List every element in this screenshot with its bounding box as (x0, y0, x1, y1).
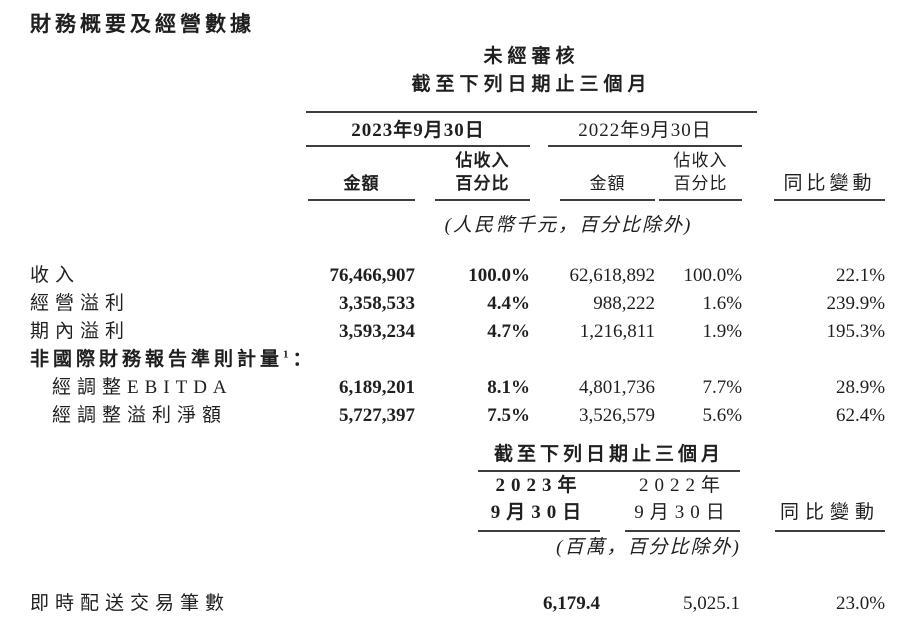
unit-note-row: (人民幣千元，百分比除外) (30, 201, 885, 239)
row-label: 即時配送交易筆數 (30, 593, 231, 614)
col-header-yoy: 同比變動 (742, 147, 886, 201)
amount-2023-cell: 76,466,907 (329, 265, 416, 286)
row-label: 經調整EBITDA (52, 377, 233, 398)
amount-2022-cell: 1,216,811 (579, 321, 655, 342)
row-label: 收入 (30, 265, 81, 286)
table-row-operating-profit: 經營溢利 3,358,533 4.4% 988,222 1.6% 239.9% (30, 289, 885, 317)
table-row-adjusted-ebitda: 經調整EBITDA 6,189,201 8.1% 4,801,736 7.7% … (30, 373, 885, 401)
col-header-amount-2022: 金額 (530, 147, 655, 201)
unaudited-label: 未經審核 (483, 46, 580, 67)
date-2023-cell: 2023年 9月30日 (430, 472, 600, 532)
table-row-non-ifrs-section: 非國際財務報告準則計量1： (30, 345, 885, 373)
yoy-cell: 239.9% (826, 293, 886, 314)
table-row-adjusted-net-profit: 經調整溢利淨額 5,727,397 7.5% 3,526,579 5.6% 62… (30, 401, 885, 429)
period-header-row: 截至下列日期止三個月 (30, 442, 885, 472)
value-2022-cell: 5,025.1 (683, 593, 741, 614)
amount-2023-cell: 3,593,234 (339, 321, 415, 342)
date-2022-label: 2022年9月30日 (548, 121, 743, 147)
amount-2023-cell: 6,189,201 (339, 377, 415, 398)
col-header-yoy: 同比變動 (740, 472, 886, 532)
unaudited-period-header-row: 未經審核 截至下列日期止三個月 (30, 42, 885, 113)
pct-2023-cell: 8.1% (487, 377, 530, 398)
col-header-pct-2022: 佔收入 百分比 (655, 147, 743, 201)
table-row-profit-for-period: 期內溢利 3,593,234 4.7% 1,216,811 1.9% 195.3… (30, 317, 885, 345)
unit-note-row: (百萬，百分比除外) (30, 532, 885, 563)
period-label: 截至下列日期止三個月 (478, 444, 741, 472)
pct-2022-cell: 7.7% (702, 377, 743, 398)
section-header: 非國際財務報告準則計量1： (30, 348, 316, 370)
date-header-row: 2023年 9月30日 2022年 9月30日 同比變動 (30, 472, 886, 532)
amount-2023-cell: 5,727,397 (339, 405, 415, 426)
column-header-row: 金額 佔收入 百分比 金額 佔收入 百分比 同比變動 (30, 147, 886, 201)
value-2023-cell: 6,179.4 (543, 593, 600, 614)
page-title: 財務概要及經營數據 (30, 12, 255, 36)
pct-2023-cell: 100.0% (468, 265, 530, 286)
financial-summary-table: 未經審核 截至下列日期止三個月 2023年9月30日 2022年9月30日 金額 (30, 42, 886, 429)
yoy-cell: 23.0% (835, 593, 886, 614)
amount-2023-cell: 3,358,533 (339, 293, 415, 314)
amount-2022-cell: 4,801,736 (579, 377, 655, 398)
pct-2023-cell: 7.5% (487, 405, 530, 426)
pct-2023-cell: 4.4% (487, 293, 530, 314)
pct-2022-cell: 1.6% (702, 293, 743, 314)
pct-2023-cell: 4.7% (487, 321, 530, 342)
pct-2022-cell: 1.9% (702, 321, 743, 342)
unit-note: (百萬，百分比除外) (556, 537, 741, 558)
date-2023-label: 2023年9月30日 (306, 121, 530, 147)
pct-2022-cell: 100.0% (683, 265, 743, 286)
date-2022-cell: 2022年9月30日 (530, 113, 743, 147)
unit-note: (人民幣千元，百分比除外) (444, 215, 693, 236)
amount-2022-cell: 988,222 (593, 293, 655, 314)
col-header-pct-2023: 佔收入 百分比 (415, 147, 530, 201)
date-2022-cell: 2022年 9月30日 (600, 472, 741, 532)
amount-2022-cell: 62,618,892 (569, 265, 656, 286)
date-header-row: 2023年9月30日 2022年9月30日 (30, 113, 885, 147)
table-row-revenue: 收入 76,466,907 100.0% 62,618,892 100.0% 2… (30, 261, 885, 289)
date-2023-cell: 2023年9月30日 (300, 113, 530, 147)
delivery-metrics-table: 截至下列日期止三個月 2023年 9月30日 2022年 9月30日 同比變動 (30, 442, 886, 617)
row-label: 期內溢利 (30, 321, 131, 342)
row-label: 經營溢利 (30, 293, 131, 314)
col-header-amount-2023: 金額 (300, 147, 415, 201)
pct-2022-cell: 5.6% (702, 405, 743, 426)
amount-2022-cell: 3,526,579 (579, 405, 655, 426)
period-header-cell: 截至下列日期止三個月 (430, 442, 741, 472)
yoy-cell: 195.3% (826, 321, 886, 342)
table-row-instant-delivery: 即時配送交易筆數 6,179.4 5,025.1 23.0% (30, 591, 885, 617)
footnote-ref: 1 (283, 348, 293, 361)
yoy-cell: 28.9% (835, 377, 886, 398)
yoy-cell: 62.4% (835, 405, 886, 426)
period-label: 截至下列日期止三個月 (411, 74, 652, 95)
yoy-cell: 22.1% (835, 265, 886, 286)
unaudited-period-header-cell: 未經審核 截至下列日期止三個月 (300, 42, 758, 113)
row-label: 經調整溢利淨額 (52, 405, 228, 426)
